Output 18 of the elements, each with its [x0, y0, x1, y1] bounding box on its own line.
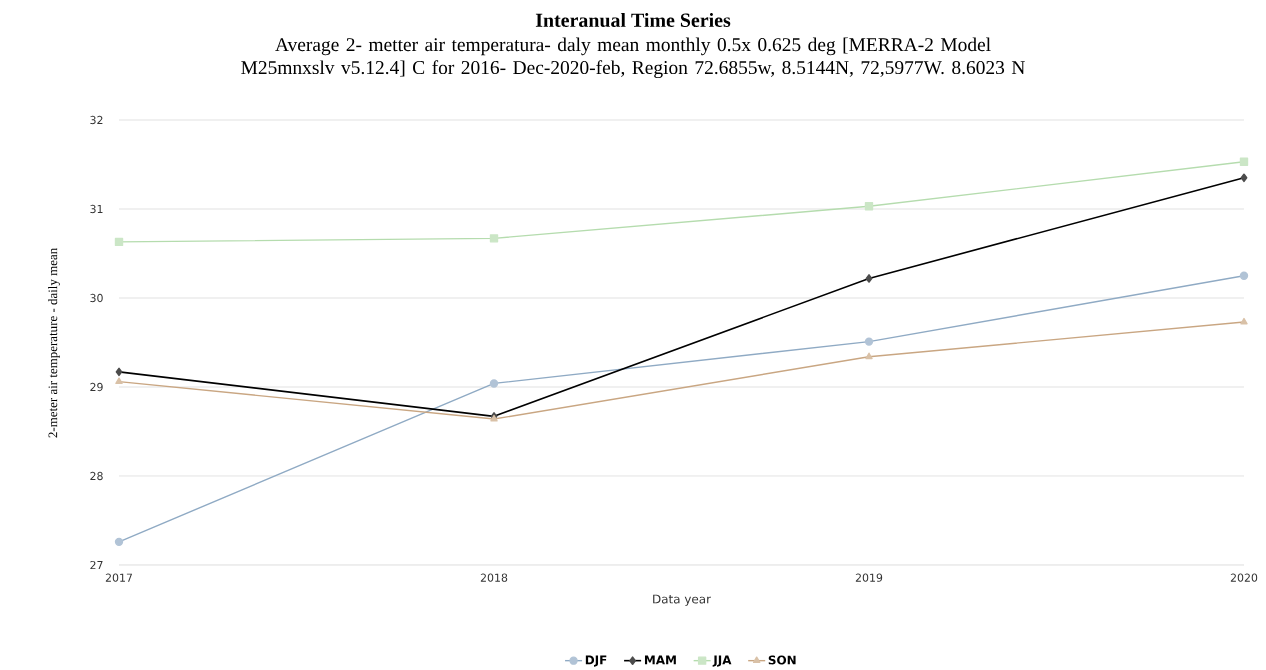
- x-tick-label: 2017: [105, 573, 133, 582]
- chart-subtitle: Average 2- metter air temperatura- daly mean monthly 0.5x 0.625 deg [MERRA-2 Model M25mnxslv v5.12.4] C for 2016- Dec-2020-feb, Region 72.6855w, 8.5144N, 72,5977W. 8.6023 N: [241, 37, 1025, 79]
- legend-label: SON: [768, 655, 796, 665]
- x-tick-label: 2018: [480, 573, 508, 582]
- legend-label: MAM: [644, 655, 676, 665]
- y-axis-title: 2-meter air temperature - daily mean: [48, 248, 60, 438]
- x-tick-label: 2020: [1230, 573, 1258, 582]
- x-axis-title: Data year: [653, 594, 712, 606]
- x-tick-label: 2019: [855, 573, 883, 582]
- legend-label: DJF: [585, 655, 607, 667]
- y-tick-label: 32: [90, 115, 103, 125]
- y-tick-label: 30: [90, 293, 103, 303]
- chart-title: Interanual Time Series: [535, 12, 731, 28]
- legend-label: JJA: [712, 655, 732, 667]
- y-tick-label: 31: [90, 204, 103, 214]
- y-tick-label: 29: [90, 382, 103, 392]
- y-tick-label: 27: [90, 560, 103, 570]
- y-tick-label: 28: [90, 471, 103, 481]
